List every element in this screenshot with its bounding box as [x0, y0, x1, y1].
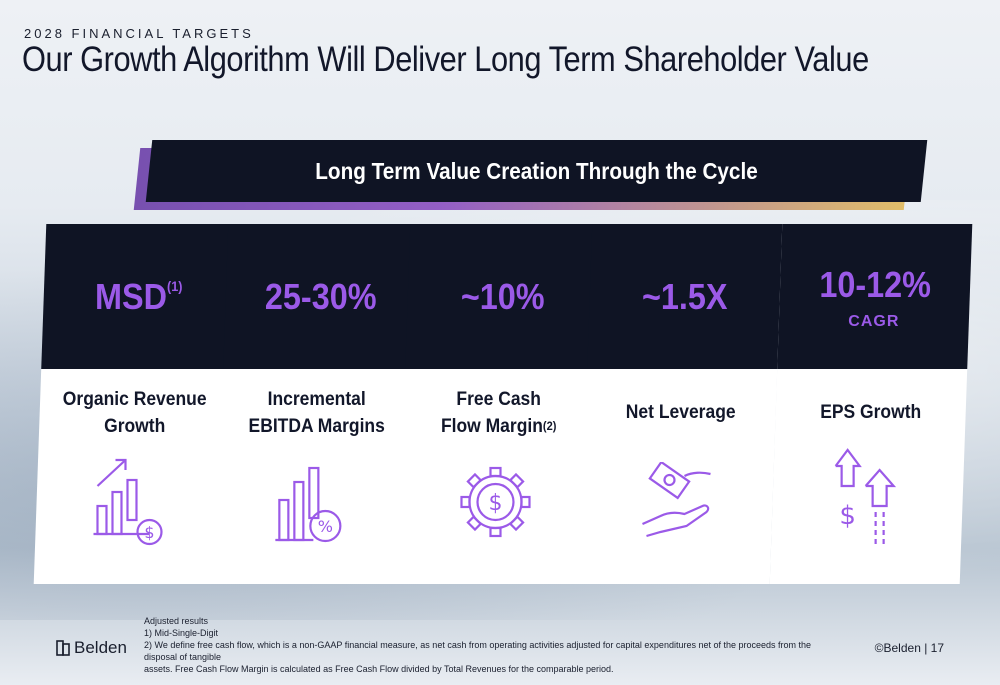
svg-text:$: $	[488, 491, 502, 516]
percent-bar-chart-icon: %	[218, 464, 408, 553]
eyebrow-label: 2028 FINANCIAL TARGETS	[24, 26, 254, 41]
copyright-page-number: ©Belden | 17	[874, 641, 944, 655]
card-metric: MSD(1)	[95, 276, 183, 317]
logo-text: Belden	[74, 638, 127, 657]
revenue-growth-chart-icon: $	[36, 456, 226, 553]
svg-text:%: %	[318, 517, 333, 536]
card-metric: 25-30%	[264, 276, 377, 317]
card-label: Free Cash Flow Margin(2)	[440, 389, 557, 437]
target-card-net-leverage: ~1.5X Net Leverage	[579, 224, 783, 584]
dollar-gear-icon: $	[400, 462, 590, 547]
card-label: Net Leverage	[625, 402, 736, 423]
page-title: Our Growth Algorithm Will Deliver Long T…	[22, 40, 869, 79]
belden-logo-icon	[56, 640, 70, 656]
card-label: Incremental EBITDA Margins	[248, 389, 385, 437]
footnote-line: Adjusted results	[144, 616, 209, 626]
card-metric: ~1.5X	[641, 276, 728, 317]
target-card-ebitda: 25-30% Incremental EBITDA Margins %	[215, 224, 419, 584]
belden-logo: Belden	[56, 638, 127, 658]
banner: Long Term Value Creation Through the Cyc…	[133, 140, 928, 212]
footnote-line: 1) Mid-Single-Digit	[144, 628, 219, 638]
svg-text:$: $	[839, 501, 856, 531]
card-metric: 10-12%	[819, 264, 931, 305]
footnote-line: assets. Free Cash Flow Margin is calcula…	[144, 664, 614, 674]
card-metric: ~10%	[460, 276, 545, 317]
banner-title: Long Term Value Creation Through the Cyc…	[315, 157, 758, 184]
footnote-line: 2) We define free cash flow, which is a …	[144, 640, 812, 662]
cash-in-hand-icon	[582, 460, 772, 547]
target-card-eps-growth: 10-12% CAGR EPS Growth $	[769, 224, 973, 584]
card-label: Organic Revenue Growth	[62, 389, 207, 437]
footnotes: Adjusted results 1) Mid-Single-Digit 2) …	[144, 615, 844, 675]
svg-text:$: $	[144, 523, 154, 542]
target-card-organic-revenue: MSD(1) Organic Revenue Growth $	[33, 224, 237, 584]
target-card-free-cash-flow: ~10% Free Cash Flow Margin(2) $	[397, 224, 601, 584]
card-metric-suffix: CAGR	[848, 313, 900, 330]
card-label: EPS Growth	[820, 402, 922, 423]
dollar-up-arrows-icon: $	[773, 446, 963, 555]
